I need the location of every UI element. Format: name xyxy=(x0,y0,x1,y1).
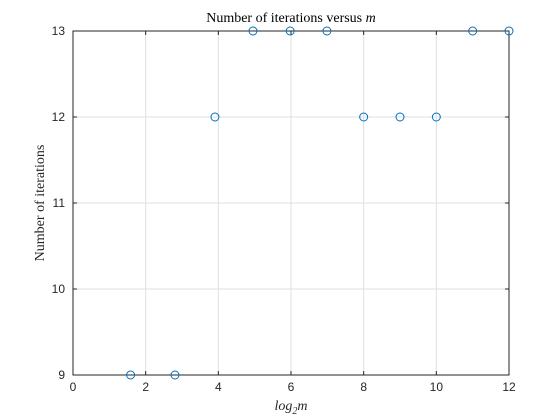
y-tick-label: 11 xyxy=(53,196,66,210)
data-point xyxy=(504,26,514,36)
chart-title-text: Number of iterations versus xyxy=(206,11,365,26)
x-tick-label: 6 xyxy=(288,380,295,394)
grid-lines xyxy=(73,31,509,375)
x-tick-labels: 0 2 4 6 8 10 12 xyxy=(70,380,516,394)
data-point xyxy=(170,370,180,380)
y-tick-label: 13 xyxy=(52,24,66,38)
tick-marks xyxy=(72,30,510,376)
x-tick-label: 2 xyxy=(142,380,149,394)
data-point xyxy=(395,112,405,122)
data-point xyxy=(359,112,369,122)
data-point xyxy=(126,370,136,380)
y-tick-labels: 9 10 11 12 13 xyxy=(52,24,66,382)
data-point xyxy=(248,26,258,36)
y-tick-label: 12 xyxy=(52,110,66,124)
data-point xyxy=(431,112,441,122)
y-tick-label: 9 xyxy=(58,368,65,382)
data-point xyxy=(322,26,332,36)
x-tick-label: 4 xyxy=(215,380,222,394)
x-axis-label: log2m xyxy=(274,399,307,417)
x-tick-label: 10 xyxy=(430,380,444,394)
y-tick-label: 10 xyxy=(52,282,66,296)
chart-title: Number of iterations versus m xyxy=(206,11,376,26)
data-point xyxy=(210,112,220,122)
x-tick-label: 8 xyxy=(360,380,367,394)
plot-area: 0 2 4 6 8 10 12 9 10 11 12 13 xyxy=(52,24,516,394)
data-point xyxy=(285,26,295,36)
x-tick-label: 0 xyxy=(70,380,77,394)
data-points xyxy=(126,26,514,380)
x-axis-label-subscript: 2 xyxy=(292,406,297,417)
y-axis-label: Number of iterations xyxy=(33,145,48,262)
x-tick-label: 12 xyxy=(502,380,516,394)
data-point xyxy=(468,26,478,36)
chart-title-variable: m xyxy=(366,11,376,26)
x-axis-label-variable: m xyxy=(297,399,307,414)
x-axis-label-base: log xyxy=(274,399,292,414)
